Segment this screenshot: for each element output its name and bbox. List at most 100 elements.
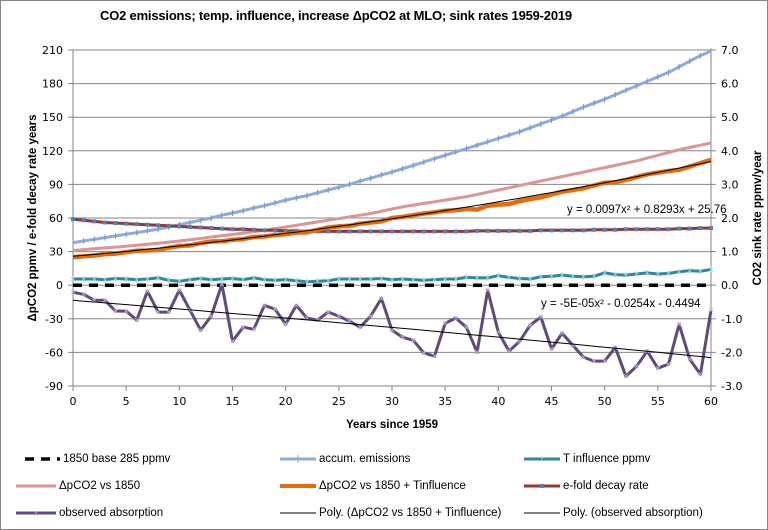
data-point [581,273,586,280]
data-point [474,349,480,355]
y-left-tick-label: 120 [42,145,63,158]
data-point [389,327,395,333]
legend-label: Poly. (observed absorption) [563,507,703,519]
data-point [538,314,544,320]
data-point [379,275,384,282]
legend-label: ΔpCO2 vs 1850 [59,480,141,492]
data-point [687,356,693,362]
data-point [453,315,459,321]
data-point [442,276,448,283]
legend-item-observed: x observed absorption [16,505,163,521]
data-point [655,227,660,232]
data-point [549,346,554,352]
y-right-tick-label: 7.0 [721,44,739,57]
data-point [209,226,214,231]
data-point [134,222,139,227]
y-left-tick-label: 60 [49,212,63,225]
data-point [708,266,714,273]
data-point [315,317,320,323]
y-right-tick-label: 4.0 [721,145,739,158]
data-point [602,227,607,232]
data-point [92,219,97,224]
y-left-tick-label: 0 [56,279,63,292]
data-point [570,228,575,233]
data-point [123,308,129,314]
data-point [453,276,459,283]
x-tick-label: 0 [70,395,77,408]
data-point [634,363,639,369]
y-right-tick-label: -1.0 [721,313,742,326]
data-point [273,228,278,233]
data-point [421,229,426,234]
x-tick-label: 15 [226,395,240,408]
data-point [368,313,374,319]
data-point [379,296,384,301]
data-point [156,223,161,228]
legend-label: accum. emissions [319,453,411,465]
series-layer [70,48,714,379]
data-point [294,277,299,284]
data-point [230,339,235,344]
trendline-equation-upper: y = 0.0097x² + 0.8293x + 25.76 [567,204,727,216]
legend-swatch-plus [280,455,316,463]
data-point [123,276,129,283]
legend-label: Poly. (ΔpCO2 vs 1850 + Tinfluence) [319,507,502,519]
x-tick-label: 55 [651,395,665,408]
data-point [687,226,692,231]
data-point [506,228,511,233]
legend-label: ΔpCO2 vs 1850 + Tinfluence [319,480,466,492]
legend-swatch-line [16,484,56,488]
series-line [72,161,712,257]
data-point [591,358,597,364]
data-point [113,275,118,282]
data-point [325,277,331,284]
data-point [251,274,257,281]
x-tick-label: 50 [598,395,612,408]
data-point [496,272,501,279]
data-point [432,276,437,283]
data-point [155,274,161,281]
data-point [145,288,150,294]
legend-item-base: 1850 base 285 ppmv [24,451,170,467]
data-point [283,276,288,283]
data-point [177,287,182,293]
data-point [645,227,650,232]
chart-plot-area: 2101801501209060300-30-60-907.06.05.04.0… [27,44,764,431]
data-point [187,224,192,229]
data-point [634,227,639,232]
data-point [368,276,374,283]
data-point [613,227,618,232]
data-point [400,229,405,234]
data-point [262,276,267,283]
legend-item-dpco2: ΔpCO2 vs 1850 [16,478,140,494]
legend-item-poly-upper: Poly. (ΔpCO2 vs 1850 + Tinfluence) [280,505,501,521]
data-point [506,348,512,354]
data-point [241,227,246,232]
data-point [251,227,256,232]
data-point [134,276,140,283]
data-point [71,217,75,222]
data-point [623,373,629,379]
data-point [570,273,576,280]
data-point [538,228,543,233]
data-point [113,308,118,314]
data-point [336,313,342,319]
data-point [485,274,490,281]
legend-item-efold: e-fold decay rate [524,478,649,494]
y-right-tick-label: -3.0 [721,380,742,393]
series-poly-pco2-vs-1850-tinfluence- [72,161,712,257]
data-point [623,272,629,279]
data-point [474,274,480,281]
data-point [91,276,97,283]
data-point [262,303,267,308]
y-left-tick-label: 30 [49,246,63,259]
y-right-tick-label: 0.0 [721,279,739,292]
legend-item-poly-lower: Poly. (observed absorption) [524,505,703,521]
axes: 2101801501209060300-30-60-907.06.05.04.0… [42,44,742,408]
data-point [315,278,320,285]
data-point [390,229,394,234]
data-point [527,322,533,328]
data-point [230,275,235,282]
data-point [602,269,607,276]
svg-text:x: x [34,509,38,518]
